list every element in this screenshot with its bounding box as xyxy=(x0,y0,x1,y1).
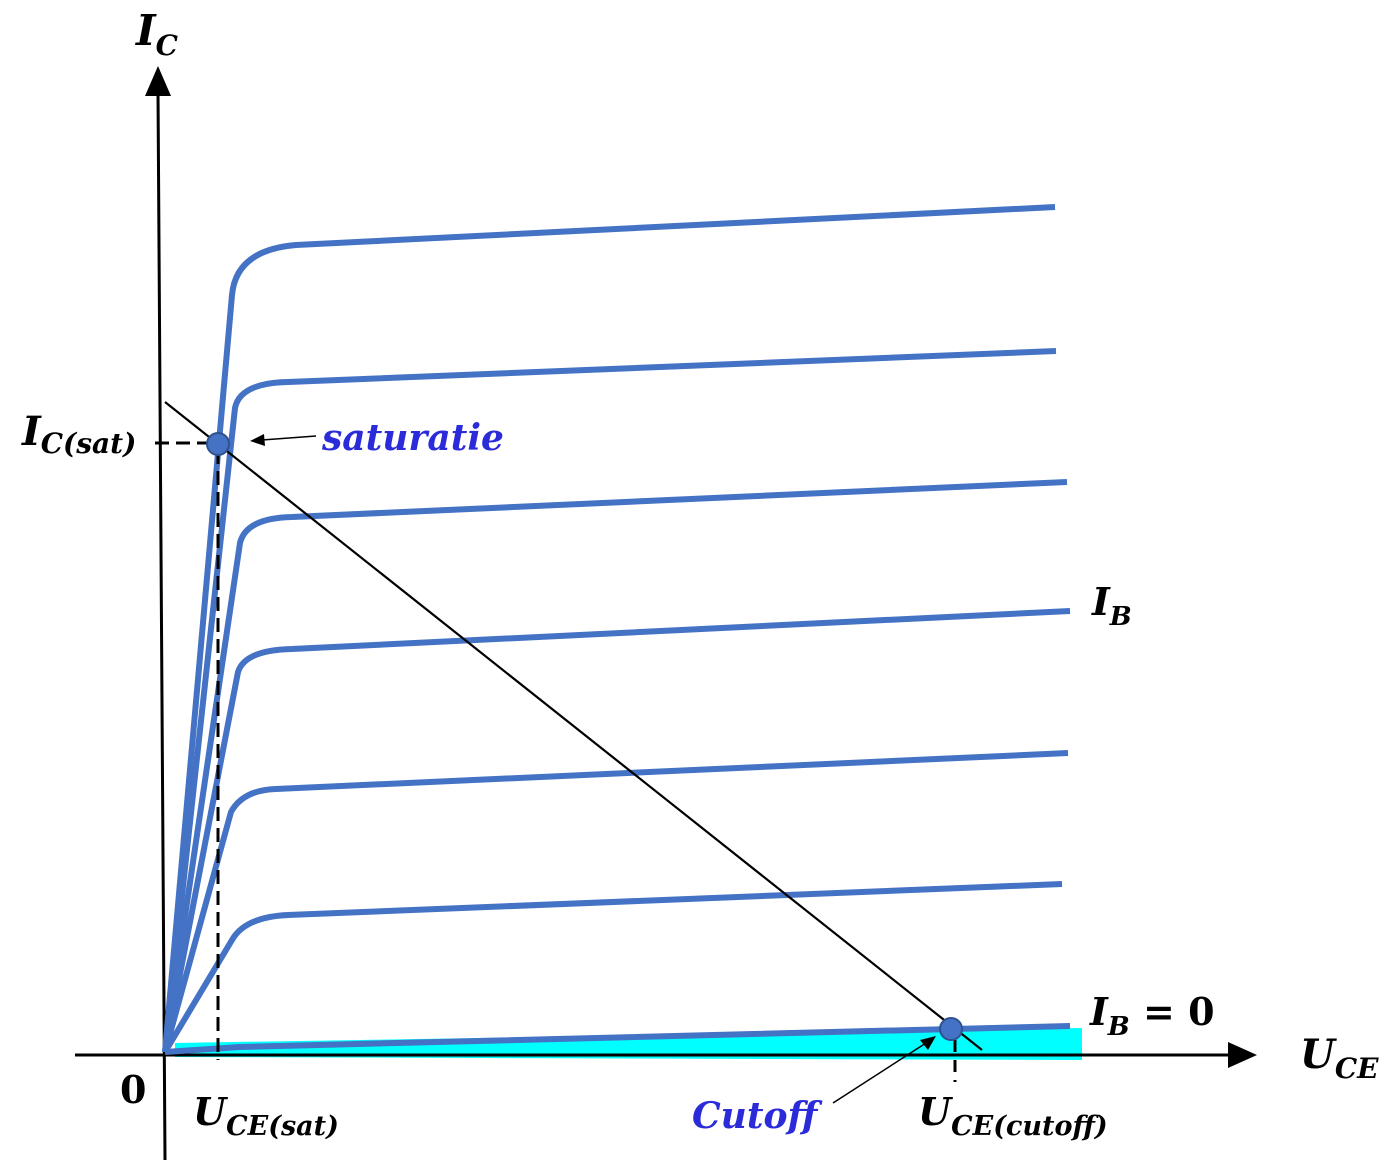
saturatie-label: saturatie xyxy=(321,417,504,459)
ib-curve-4 xyxy=(162,608,1071,1053)
ib-curve-3 xyxy=(162,479,1068,1053)
cutoff-label: Cutoff xyxy=(692,1095,822,1137)
collector-curves xyxy=(162,204,1071,1055)
y-axis-arrowhead xyxy=(145,66,171,96)
ib-label: IB xyxy=(1091,579,1132,632)
saturatie-arrow-line xyxy=(261,435,317,441)
ib-curve-2 xyxy=(162,348,1057,1053)
ic-sat-label: IC(sat) xyxy=(21,408,136,460)
ib-zero-curve xyxy=(164,1023,1071,1055)
x-axis-arrowhead xyxy=(1228,1042,1257,1068)
ib-curve-5 xyxy=(162,750,1069,1053)
ib-curve-1 xyxy=(162,204,1056,1053)
cutoff-region-highlight xyxy=(175,1028,1082,1060)
y-axis xyxy=(156,91,167,1160)
cutoff-point xyxy=(939,1017,963,1041)
cutoff-arrowhead xyxy=(920,1036,936,1050)
saturatie-arrowhead xyxy=(250,434,265,446)
load-line xyxy=(164,401,983,1051)
saturation-point xyxy=(206,432,230,456)
ib-curve-6 xyxy=(162,881,1063,1054)
x-axis-label: UCE xyxy=(1300,1031,1379,1085)
origin-label: 0 xyxy=(120,1067,146,1112)
y-axis-label: IC xyxy=(135,6,179,62)
cutoff-arrow-line xyxy=(832,1042,927,1104)
uce-sat-label: UCE(sat) xyxy=(193,1089,339,1142)
ib-zero-label: IB = 0 xyxy=(1089,989,1215,1042)
uce-cutoff-label: UCE(cutoff) xyxy=(918,1089,1108,1142)
